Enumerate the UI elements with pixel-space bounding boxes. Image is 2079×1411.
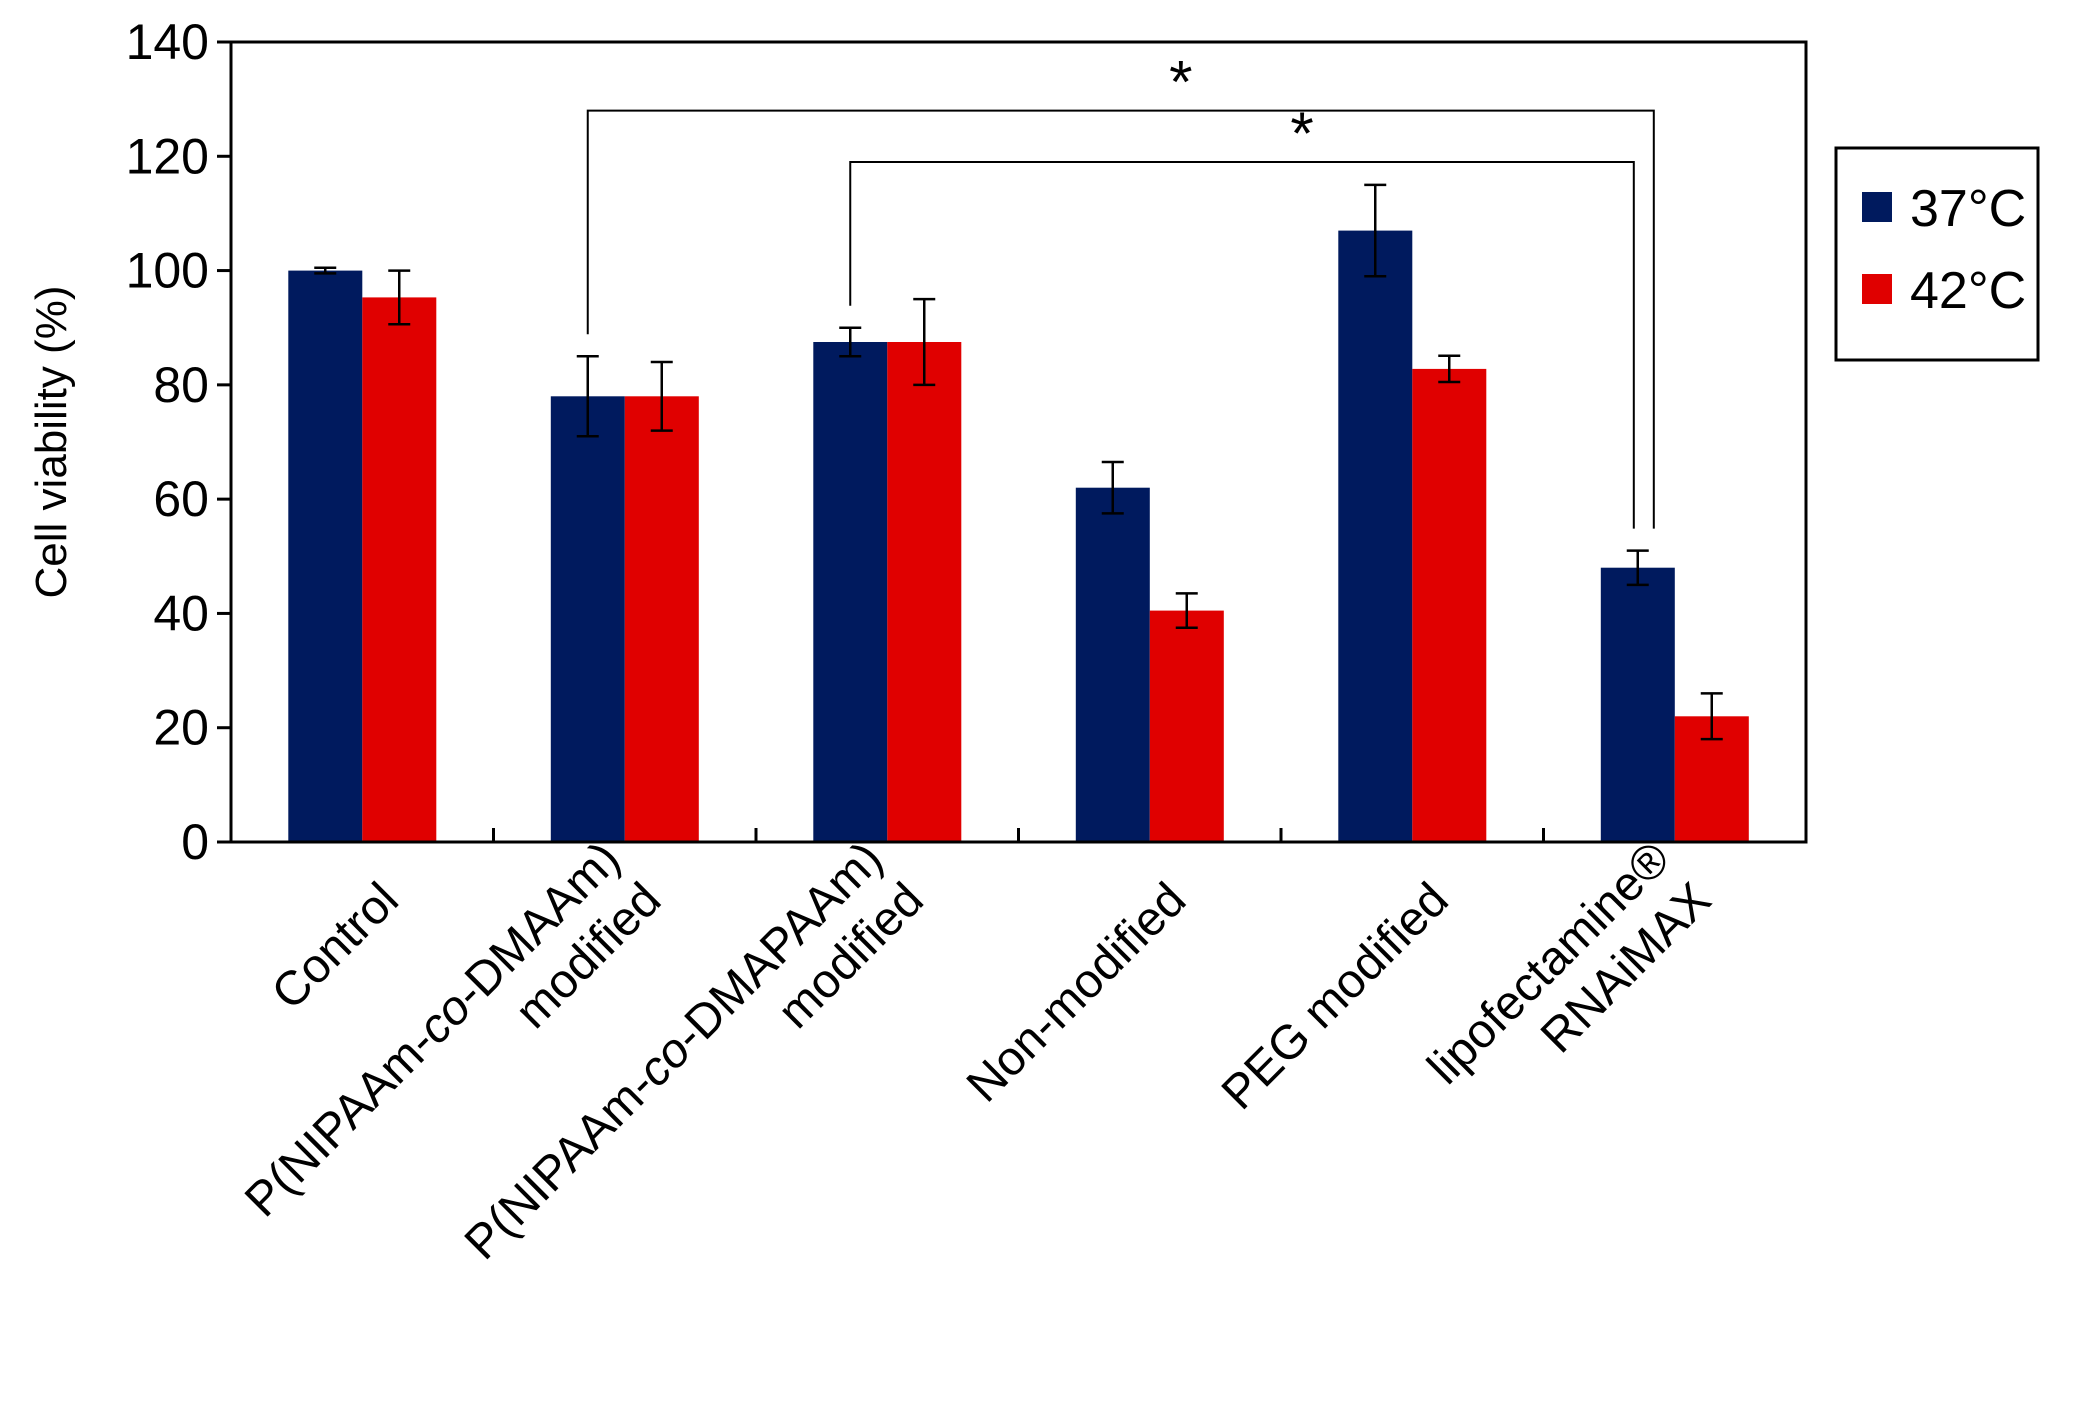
error-bar-37c-4 [1364, 183, 1387, 278]
error-bar-42c-1 [650, 360, 673, 432]
category-label-line: Non-modified [957, 873, 1196, 1112]
significance-star-1: * [1290, 100, 1313, 167]
category-label-1: P(NIPAAm-co-DMAAm)modified [235, 832, 671, 1268]
error-bar-37c-0 [314, 266, 337, 275]
significance-bracket-1 [849, 161, 1635, 529]
legend-swatch-1 [1862, 274, 1892, 304]
y-tick-label: 0 [181, 814, 209, 870]
category-label-0: Control [262, 873, 409, 1020]
significance-star-0: * [1169, 49, 1192, 116]
bar-37c-3 [1075, 487, 1150, 842]
bar-37c-1 [550, 396, 625, 842]
bar-42c-4 [1412, 368, 1487, 842]
y-tick-label: 100 [126, 243, 209, 299]
bar-37c-0 [288, 270, 363, 843]
y-tick-label: 40 [153, 585, 209, 641]
category-label-line: PEG modified [1212, 873, 1459, 1120]
bar-42c-3 [1149, 610, 1224, 842]
legend-label-0: 37°C [1910, 180, 2026, 238]
y-tick-label: 140 [126, 14, 209, 70]
category-label-4: PEG modified [1212, 873, 1459, 1120]
plot-area: 0 20 40 60 80 100 120 140 Cell viability (%) Cont… [27, 14, 1808, 1270]
y-tick-label: 80 [153, 357, 209, 413]
category-label-line: Control [262, 873, 409, 1020]
bar-37c-5 [1600, 567, 1675, 842]
error-bar-42c-2 [913, 297, 936, 387]
significance-bracket-0 [586, 109, 1655, 529]
y-tick-label: 60 [153, 471, 209, 527]
error-bar-37c-1 [576, 355, 599, 438]
bar-42c-1 [624, 396, 699, 842]
error-bar-37c-2 [839, 326, 862, 358]
legend: 37°C 42°C [1834, 146, 2040, 362]
error-bar-42c-5 [1700, 692, 1723, 741]
error-bar-42c-0 [388, 269, 411, 326]
error-bar-42c-4 [1438, 354, 1461, 384]
label-text: P(NIPAAm- [235, 1017, 445, 1227]
error-bar-37c-3 [1101, 460, 1124, 515]
y-tick-label: 20 [153, 700, 209, 756]
error-bar-37c-5 [1626, 549, 1649, 587]
legend-box [1834, 146, 2040, 362]
bar-42c-0 [362, 297, 437, 842]
label-text: P(NIPAAm- [455, 1060, 665, 1270]
bar-37c-2 [813, 342, 888, 842]
y-tick-label: 120 [126, 128, 209, 184]
category-label-line: P(NIPAAm-co-DMAPAAm) [455, 832, 893, 1270]
category-label-5: lipofectamine®RNAiMAX [1418, 832, 1721, 1135]
error-bar-42c-3 [1175, 592, 1198, 629]
legend-label-1: 42°C [1910, 262, 2026, 320]
bar-37c-4 [1338, 230, 1413, 843]
category-label-3: Non-modified [957, 873, 1196, 1112]
bar-42c-2 [887, 342, 962, 842]
y-axis-label: Cell viability (%) [27, 286, 76, 599]
legend-swatch-0 [1862, 192, 1892, 222]
